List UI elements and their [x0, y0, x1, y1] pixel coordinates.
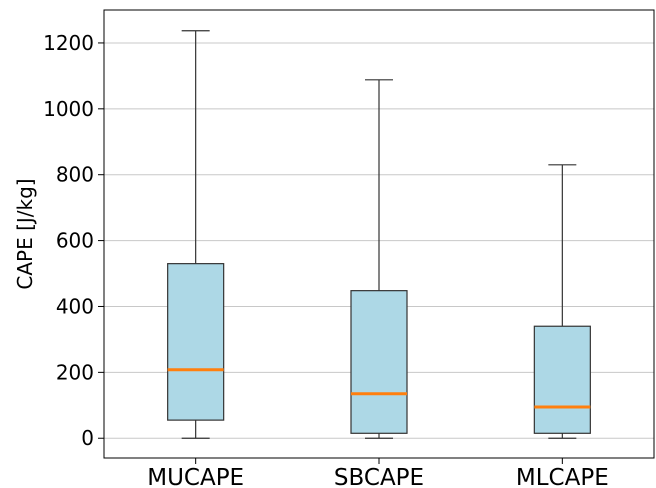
y-tick-label: 600 [56, 229, 94, 253]
iqr-box [167, 263, 225, 421]
y-tick-label: 800 [56, 163, 94, 187]
y-tick-label: 400 [56, 294, 94, 318]
y-axis-ticks: 0 200 400 600 800 1000 1200 [43, 31, 104, 450]
x-tick-label: MUCAPE [147, 465, 244, 488]
x-tick-label: SBCAPE [334, 465, 424, 488]
y-tick-label: 1200 [43, 31, 94, 55]
box-mucape [167, 30, 225, 439]
box-mlcape [533, 164, 591, 439]
y-tick-label: 200 [56, 360, 94, 384]
iqr-box [533, 325, 591, 434]
x-axis-ticks: MUCAPE SBCAPE MLCAPE [147, 458, 609, 488]
y-axis-label: CAPE [J/kg] [13, 178, 37, 289]
iqr-box [350, 290, 408, 434]
y-tick-label: 1000 [43, 97, 94, 121]
box-sbcape [350, 79, 408, 439]
box-layer [167, 30, 591, 439]
y-tick-label: 0 [81, 426, 94, 450]
x-tick-label: MLCAPE [516, 465, 609, 488]
